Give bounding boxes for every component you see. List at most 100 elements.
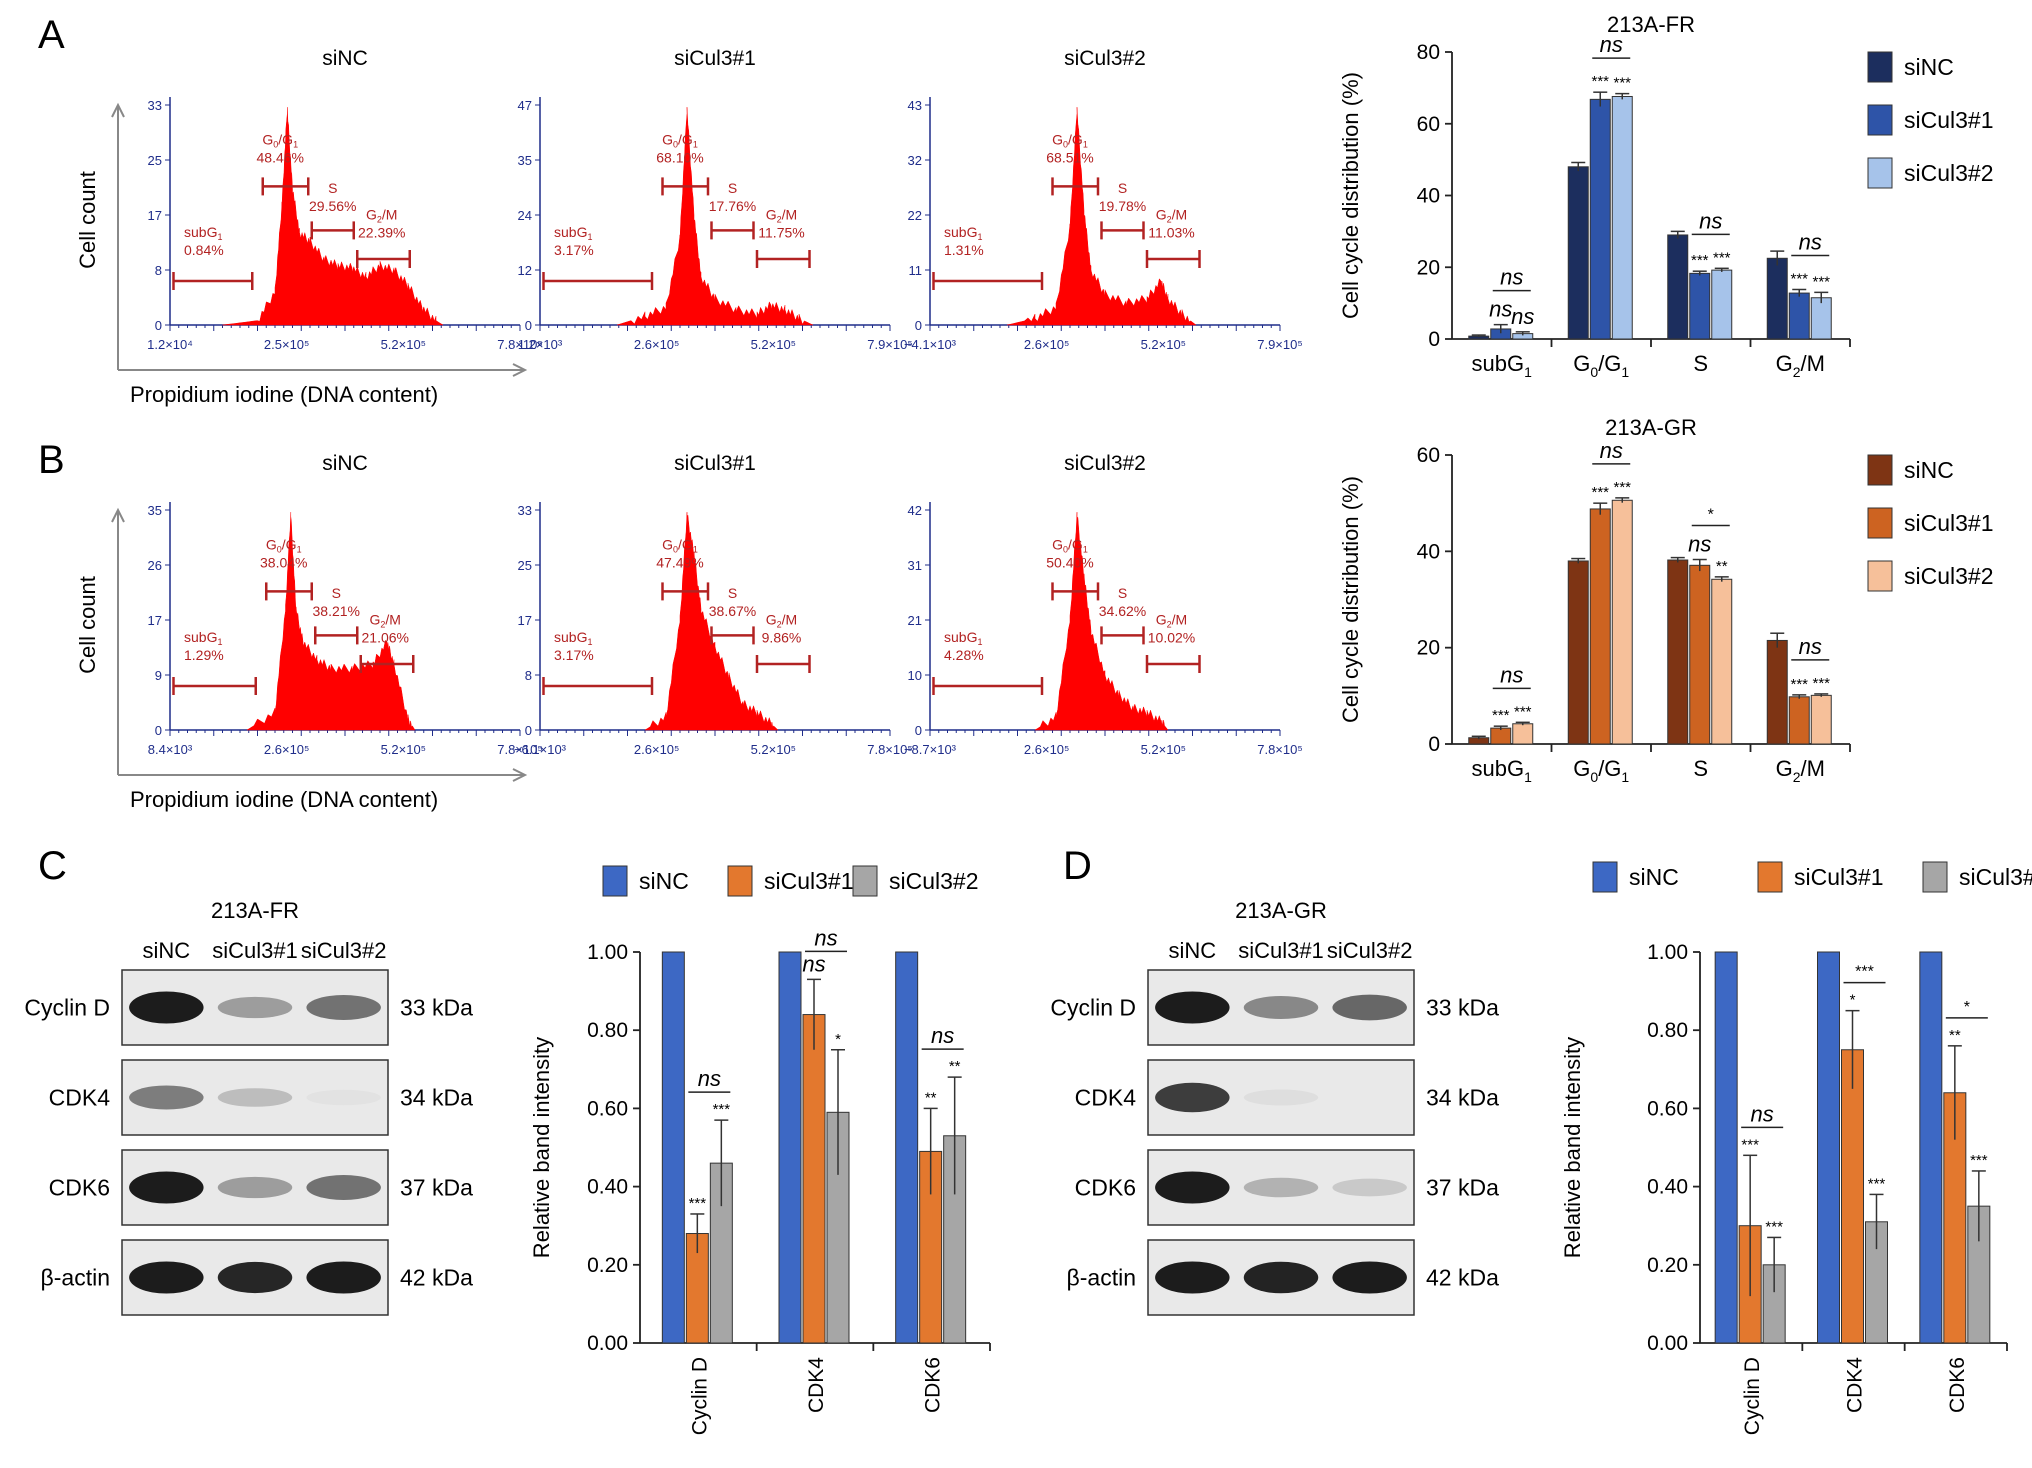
- bracket-label: ns: [1500, 265, 1523, 290]
- gate-label: S: [332, 585, 341, 601]
- gate-label: S: [1118, 180, 1127, 196]
- hist-x-tick-label: 7.9×10⁵: [867, 337, 913, 352]
- histogram-B-2: siCul3#1 0 8 17 25 33 −6.1×10³ 2.6×10⁵ 5.2×10⁵ 7.…: [514, 452, 913, 757]
- blot-band: [1243, 1089, 1319, 1106]
- blot-band: [1155, 1261, 1230, 1294]
- flow-x-label: Propidium iodine (DNA content): [130, 787, 438, 812]
- blot-band: [1332, 994, 1407, 1021]
- flow-y-label: Cell count: [75, 576, 100, 674]
- hist-y-tick-label: 32: [908, 153, 922, 168]
- lane-label: siCul3#2: [301, 938, 387, 963]
- bracket-label: ns: [1600, 438, 1623, 463]
- legend-label: siCul3#1: [1904, 107, 1994, 133]
- significance-label: ***: [1790, 270, 1808, 287]
- panel-label-b: B: [38, 438, 65, 482]
- bracket-label: *: [1708, 507, 1714, 524]
- gate-label: S: [728, 585, 737, 601]
- bar-s-1: [1689, 564, 1711, 745]
- significance-label: ***: [1613, 75, 1631, 92]
- histogram-title: siCul3#1: [674, 452, 756, 475]
- bar-g2m-0: [1766, 639, 1788, 745]
- legend-label: siCul3#2: [1904, 160, 1994, 186]
- lane-label: siCul3#2: [1327, 938, 1413, 963]
- gate-percent: 47.49%: [656, 555, 703, 571]
- hist-x-tick-label: 7.8×10⁵: [497, 742, 543, 757]
- gate-percent: 11.75%: [758, 224, 804, 240]
- bar-chart-D: 0.00 0.20 0.40 0.60 0.80 1.00 Relative band in…: [1560, 861, 2032, 1435]
- category-label: S: [1693, 351, 1708, 376]
- hist-y-tick-label: 25: [518, 558, 532, 573]
- category-label: CDK4: [805, 1357, 828, 1413]
- lane-label: siNC: [1168, 938, 1216, 963]
- bracket-label: ns: [1699, 208, 1722, 233]
- blot-strip-cdk6: CDK6 37 kDa: [1075, 1149, 1499, 1226]
- hist-y-tick-label: 11: [909, 263, 923, 278]
- hist-x-tick-label: 5.2×10⁵: [381, 337, 427, 352]
- hist-x-tick-label: −4.1×10³: [904, 337, 957, 352]
- hist-x-tick-label: 7.8×10⁵: [497, 337, 543, 352]
- gate-label: subG1: [184, 629, 222, 647]
- gate-label: S: [328, 180, 337, 196]
- y-tick-label: 1.00: [587, 941, 628, 964]
- hist-x-tick-label: 8.4×10³: [148, 742, 193, 757]
- panel-label-a: A: [38, 13, 65, 57]
- blot-band: [1155, 1171, 1230, 1204]
- gate-percent: 68.51%: [1046, 150, 1093, 166]
- bar-g2m-1: [1788, 696, 1810, 745]
- protein-size: 33 kDa: [1426, 995, 1499, 1021]
- protein-label: β-actin: [1067, 1265, 1136, 1291]
- y-tick-label: 0.20: [587, 1254, 628, 1277]
- category-label: Cyclin D: [1741, 1357, 1764, 1435]
- bracket-label: ***: [1855, 964, 1874, 981]
- y-tick-label: 20: [1417, 637, 1440, 660]
- significance-label: ***: [1691, 252, 1709, 269]
- histogram-B-1: siNC 0 9 17 26 35 8.4×10³ 2.6×10⁵ 5.2×10⁵ 7.8×10⁵…: [148, 452, 543, 757]
- significance-label: ***: [1970, 1152, 1988, 1169]
- hist-y-tick-label: 0: [155, 318, 162, 333]
- gate-label: subG1: [554, 224, 592, 242]
- bar-cdk4-0: [778, 951, 802, 1344]
- legend-label: siCul3#2: [1904, 563, 1994, 589]
- flow-cytometry-panels: Cell count Propidium iodine (DNA content)…: [75, 47, 1303, 812]
- y-tick-label: 40: [1417, 185, 1440, 208]
- hist-x-tick-label: 7.9×10⁵: [1257, 337, 1303, 352]
- y-tick-label: 0.60: [1647, 1097, 1688, 1120]
- category-label: CDK4: [1844, 1357, 1867, 1413]
- significance-label: *: [1850, 992, 1856, 1009]
- blot-band: [1155, 991, 1230, 1024]
- legend-label: siCul3#1: [1904, 510, 1994, 536]
- significance-label: ***: [1868, 1175, 1886, 1192]
- outer-y-arrow: [111, 102, 125, 118]
- significance-label: ***: [1765, 1218, 1783, 1235]
- hist-y-tick-label: 42: [908, 503, 922, 518]
- y-tick-label: 0.80: [1647, 1019, 1688, 1042]
- significance-label: ns: [1511, 304, 1534, 329]
- significance-label: ns: [802, 951, 825, 976]
- gate-percent: 38.21%: [313, 603, 360, 619]
- blot-band: [306, 1261, 381, 1294]
- gate-percent: 34.62%: [1099, 603, 1146, 619]
- hist-y-tick-label: 0: [915, 318, 922, 333]
- bar-g2m-2: [1810, 297, 1832, 340]
- outer-y-arrow: [111, 507, 125, 523]
- hist-y-tick-label: 0: [525, 318, 532, 333]
- protein-label: CDK6: [1075, 1175, 1136, 1201]
- histogram-title: siCul3#2: [1064, 452, 1146, 475]
- hist-x-tick-label: 2.5×10⁵: [264, 337, 310, 352]
- histogram-A-2: siCul3#1 0 12 24 35 47 1.2×10³ 2.6×10⁵ 5.2×10⁵ 7.…: [518, 47, 913, 352]
- flow-row-A: Cell count Propidium iodine (DNA content)…: [75, 47, 1303, 407]
- hist-x-tick-label: 2.6×10⁵: [634, 742, 680, 757]
- protein-size: 34 kDa: [400, 1085, 473, 1111]
- bracket-label: ns: [931, 1023, 954, 1048]
- blot-strip-actin: β-actin 42 kDa: [41, 1239, 473, 1316]
- hist-x-tick-label: −6.1×10³: [514, 742, 567, 757]
- significance-label: **: [925, 1089, 937, 1106]
- blot-band: [1243, 1177, 1319, 1198]
- bar-subg1-2: [1512, 723, 1534, 745]
- significance-label: ***: [1713, 249, 1731, 266]
- gate-percent: 4.28%: [944, 647, 984, 663]
- blot-band: [306, 995, 381, 1020]
- protein-size: 33 kDa: [400, 995, 473, 1021]
- hist-x-tick-label: 7.8×10⁵: [1257, 742, 1303, 757]
